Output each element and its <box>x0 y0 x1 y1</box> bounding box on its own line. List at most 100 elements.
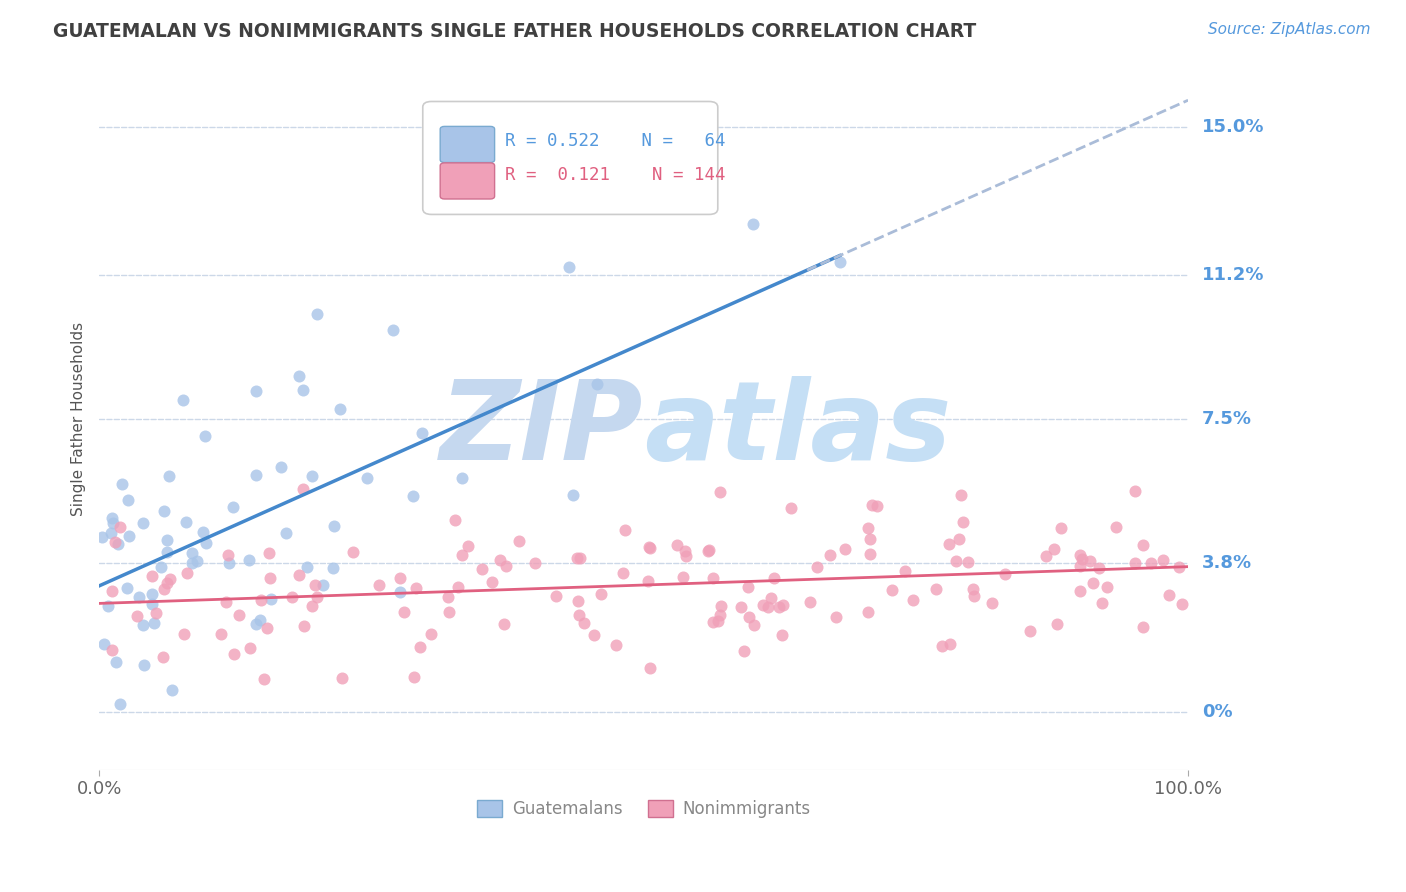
Point <box>451 548 474 562</box>
Point <box>612 566 634 581</box>
Point <box>101 516 124 530</box>
Point <box>174 515 197 529</box>
Point <box>141 569 163 583</box>
Point <box>495 558 517 573</box>
Point <box>322 518 344 533</box>
Text: 11.2%: 11.2% <box>1202 266 1264 284</box>
Point <box>356 471 378 485</box>
Point <box>709 485 731 500</box>
Point <box>245 617 267 632</box>
Point <box>828 255 851 269</box>
Point <box>245 384 267 398</box>
Point <box>444 513 467 527</box>
Point <box>1081 575 1104 590</box>
Point <box>1132 620 1154 634</box>
Point <box>638 661 661 675</box>
Point <box>780 501 803 516</box>
Point <box>215 594 238 608</box>
Point <box>394 606 416 620</box>
Point <box>866 500 889 514</box>
Point <box>1070 551 1092 566</box>
Point <box>194 429 217 443</box>
Point <box>274 526 297 541</box>
Point <box>131 617 153 632</box>
Text: 3.8%: 3.8% <box>1202 555 1253 573</box>
Point <box>561 488 583 502</box>
Point <box>981 596 1004 610</box>
Point <box>945 554 967 568</box>
Text: GUATEMALAN VS NONIMMIGRANTS SINGLE FATHER HOUSEHOLDS CORRELATION CHART: GUATEMALAN VS NONIMMIGRANTS SINGLE FATHE… <box>53 22 977 41</box>
Point <box>257 546 280 560</box>
Point <box>994 566 1017 581</box>
Point <box>1018 624 1040 638</box>
Point <box>589 587 612 601</box>
Point <box>104 535 127 549</box>
Point <box>156 545 179 559</box>
Point <box>101 643 124 657</box>
Point <box>925 582 948 597</box>
Point <box>312 578 335 592</box>
Point <box>567 594 589 608</box>
Point <box>307 307 329 321</box>
Point <box>156 576 179 591</box>
Point <box>195 536 218 550</box>
Point <box>702 571 724 585</box>
Point <box>93 636 115 650</box>
Point <box>751 598 773 612</box>
Point <box>228 607 250 622</box>
Text: ZIP: ZIP <box>440 376 644 483</box>
Point <box>132 657 155 672</box>
FancyBboxPatch shape <box>440 163 495 199</box>
Point <box>156 533 179 547</box>
Point <box>342 545 364 559</box>
Point <box>806 559 828 574</box>
Point <box>1140 557 1163 571</box>
FancyBboxPatch shape <box>423 102 718 214</box>
Point <box>1168 559 1191 574</box>
Point <box>288 568 311 582</box>
Point <box>963 589 986 603</box>
Point <box>1157 588 1180 602</box>
Point <box>305 590 328 604</box>
Point <box>367 578 389 592</box>
Point <box>186 554 208 568</box>
Point <box>322 560 344 574</box>
Point <box>614 524 637 538</box>
Point <box>1069 559 1091 574</box>
Point <box>880 583 903 598</box>
Point <box>1152 553 1174 567</box>
Point <box>457 539 479 553</box>
Point <box>481 574 503 589</box>
Point <box>209 627 232 641</box>
Point <box>901 592 924 607</box>
Point <box>858 532 880 546</box>
Point <box>894 564 917 578</box>
Point <box>405 582 427 596</box>
Point <box>730 600 752 615</box>
Point <box>825 610 848 624</box>
Point <box>181 556 204 570</box>
Point <box>637 574 659 588</box>
Point <box>799 595 821 609</box>
Point <box>671 570 693 584</box>
Point <box>762 571 785 585</box>
Point <box>834 542 856 557</box>
Point <box>1069 548 1091 562</box>
Point <box>115 581 138 595</box>
Point <box>572 616 595 631</box>
Point <box>666 538 689 552</box>
Point <box>128 590 150 604</box>
Point <box>742 617 765 632</box>
Point <box>1050 521 1073 535</box>
Point <box>328 401 350 416</box>
FancyBboxPatch shape <box>440 127 495 162</box>
Point <box>101 511 124 525</box>
Text: atlas: atlas <box>644 376 950 483</box>
Point <box>489 553 512 567</box>
Point <box>1069 584 1091 599</box>
Point <box>437 605 460 619</box>
Point <box>437 590 460 604</box>
Point <box>1095 580 1118 594</box>
Point <box>859 547 882 561</box>
Point <box>239 640 262 655</box>
